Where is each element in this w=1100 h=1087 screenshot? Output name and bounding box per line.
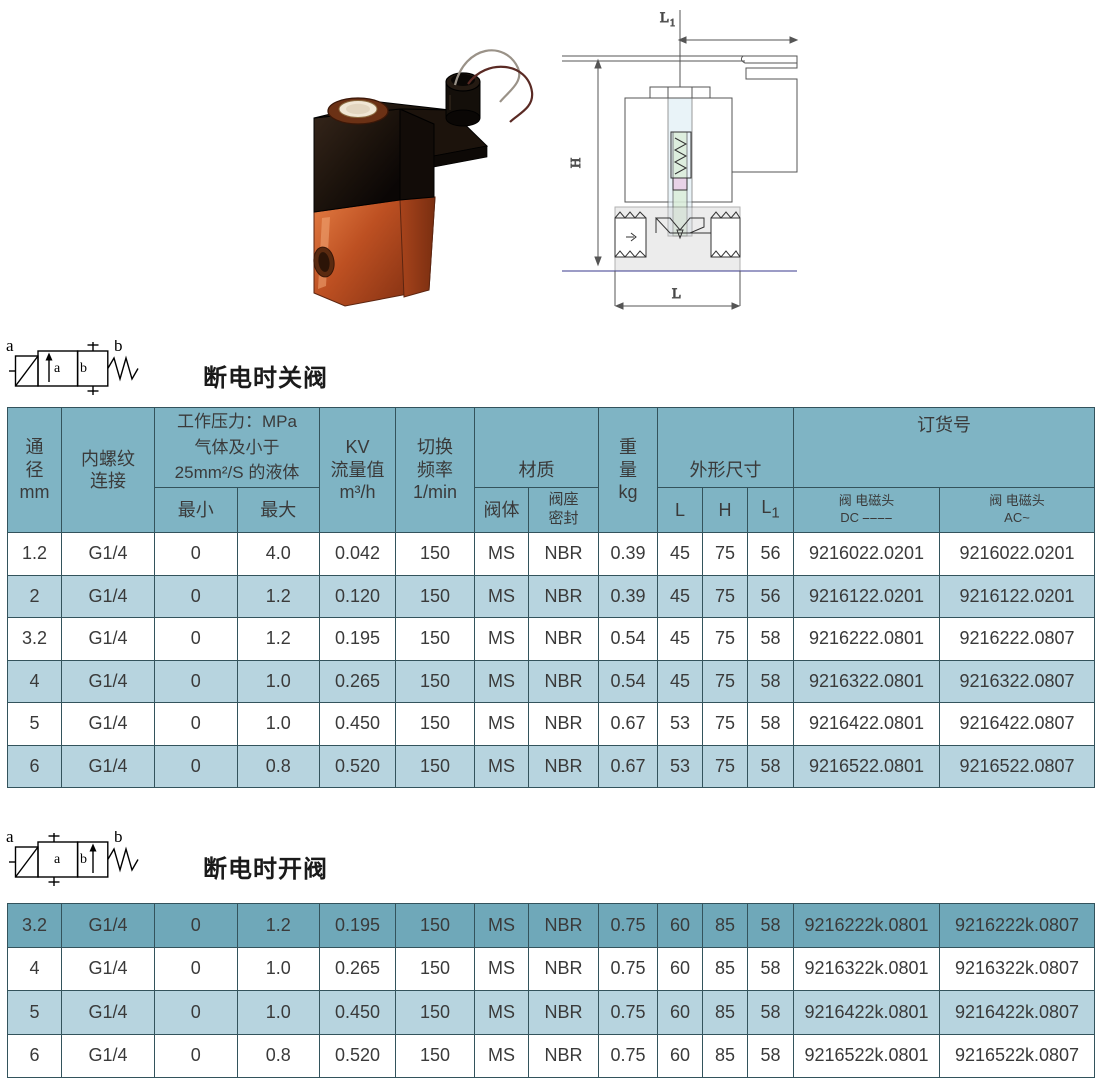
svg-text:b: b [80, 361, 87, 376]
svg-text:b: b [80, 852, 87, 867]
svg-text:b: b [114, 340, 123, 355]
svg-text:a: a [6, 340, 14, 355]
svg-text:a: a [54, 361, 61, 376]
svg-text:H: H [569, 158, 584, 168]
svg-text:L: L [672, 286, 681, 302]
svg-text:L: L [660, 10, 669, 26]
svg-text:a: a [54, 852, 61, 867]
svg-text:a: a [6, 831, 14, 846]
svg-text:1: 1 [670, 18, 675, 29]
svg-text:b: b [114, 831, 123, 846]
